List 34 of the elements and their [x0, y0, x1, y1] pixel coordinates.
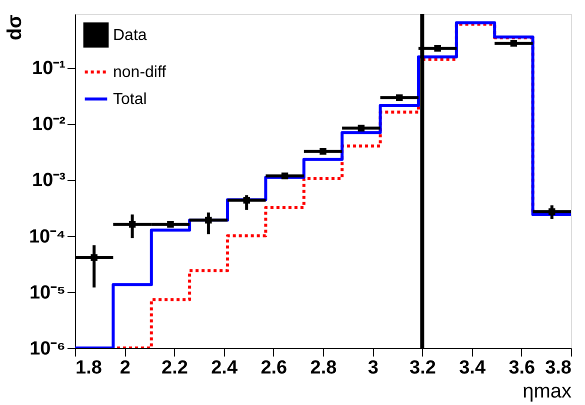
y-tick-label: 10⁻³ — [32, 170, 66, 192]
x-axis-title: ηmax — [522, 380, 572, 402]
legend-label: Total — [113, 91, 147, 108]
x-tick-label: 2.6 — [260, 358, 288, 378]
x-tick-label: 3.2 — [409, 358, 436, 378]
point — [90, 254, 98, 261]
x-tick-label: 3 — [368, 358, 378, 378]
x-tick-label: 2.2 — [161, 358, 188, 378]
legend-label: Data — [113, 27, 147, 44]
point — [281, 172, 288, 180]
x-tick-label: 1.8 — [76, 358, 102, 378]
point — [128, 221, 136, 228]
point — [358, 124, 365, 132]
y-tick-label: 10⁻⁵ — [29, 282, 66, 304]
point — [243, 196, 250, 204]
y-tick-label: 10⁻² — [32, 114, 66, 136]
x-tick-label: 3.8 — [545, 358, 572, 378]
point — [205, 216, 212, 224]
point — [434, 44, 441, 52]
legend-label: non-diff — [113, 64, 167, 81]
y-axis-title: dσ — [4, 14, 26, 40]
point — [320, 148, 326, 155]
x-tick-label: 3.4 — [459, 358, 486, 378]
point — [548, 208, 556, 215]
y-tick-label: 10⁻⁶ — [30, 338, 66, 360]
x-tick-label: 2.4 — [211, 358, 238, 378]
x-tick-label: 2.8 — [310, 358, 337, 378]
y-tick-label: 10⁻¹ — [32, 58, 66, 80]
point — [510, 40, 518, 47]
point — [167, 221, 174, 228]
x-tick-label: 2 — [120, 358, 130, 378]
x-tick-label: 3.6 — [508, 358, 536, 378]
point — [396, 94, 403, 102]
y-tick-label: 10⁻⁴ — [28, 226, 66, 248]
